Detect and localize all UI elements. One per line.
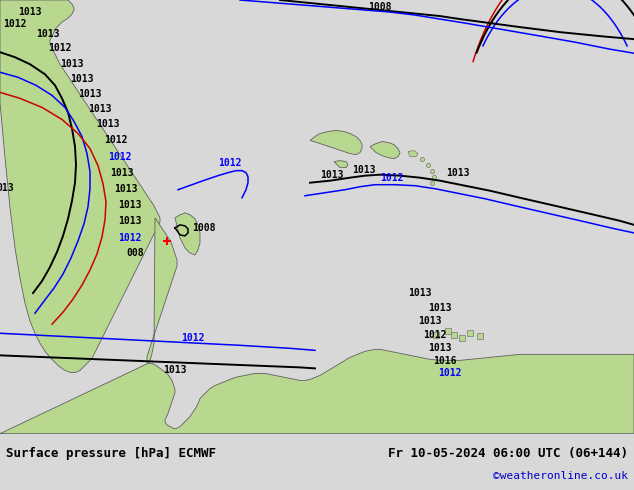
Text: 1012: 1012 (119, 233, 142, 243)
Text: 1013: 1013 (18, 7, 42, 17)
Text: 1013: 1013 (163, 366, 187, 375)
Text: 1013: 1013 (408, 288, 432, 298)
Text: Surface pressure [hPa] ECMWF: Surface pressure [hPa] ECMWF (6, 447, 216, 460)
Text: ©weatheronline.co.uk: ©weatheronline.co.uk (493, 471, 628, 481)
Text: 1012: 1012 (438, 368, 462, 378)
Text: 013: 013 (0, 183, 14, 193)
Polygon shape (0, 0, 160, 372)
Polygon shape (334, 161, 348, 168)
Text: 1012: 1012 (380, 172, 404, 183)
Text: 1012: 1012 (218, 158, 242, 168)
Text: 1012: 1012 (3, 19, 27, 29)
Text: 1013: 1013 (320, 170, 344, 180)
Text: 1013: 1013 (114, 184, 138, 194)
Polygon shape (147, 218, 177, 364)
Text: 1013: 1013 (96, 120, 120, 129)
Text: 1013: 1013 (119, 200, 142, 210)
Polygon shape (370, 142, 400, 159)
Text: 1013: 1013 (110, 168, 134, 178)
Text: 1013: 1013 (119, 216, 142, 226)
Text: 1013: 1013 (353, 165, 376, 174)
Text: 1013: 1013 (446, 168, 470, 178)
Text: 1013: 1013 (70, 74, 94, 84)
Text: 1013: 1013 (428, 303, 452, 313)
Text: 1008: 1008 (368, 2, 392, 12)
Text: 1013: 1013 (36, 29, 60, 39)
Text: 1013: 1013 (418, 316, 442, 326)
Polygon shape (175, 213, 200, 255)
Text: 1013: 1013 (78, 89, 101, 99)
Text: Fr 10-05-2024 06:00 UTC (06+144): Fr 10-05-2024 06:00 UTC (06+144) (388, 447, 628, 460)
Text: 1012: 1012 (104, 135, 127, 145)
Text: 1008: 1008 (192, 223, 216, 233)
Text: 1016: 1016 (433, 356, 456, 367)
Text: 1013: 1013 (60, 59, 84, 69)
Polygon shape (408, 150, 418, 157)
Text: 1012: 1012 (48, 43, 72, 53)
Text: 1012: 1012 (181, 333, 205, 343)
Text: 008: 008 (126, 248, 144, 258)
Text: 1013: 1013 (428, 343, 452, 353)
Text: 1012: 1012 (424, 330, 447, 340)
Text: 1013: 1013 (88, 104, 112, 115)
Polygon shape (310, 130, 362, 154)
Text: 1012: 1012 (108, 151, 132, 162)
Polygon shape (0, 349, 634, 434)
